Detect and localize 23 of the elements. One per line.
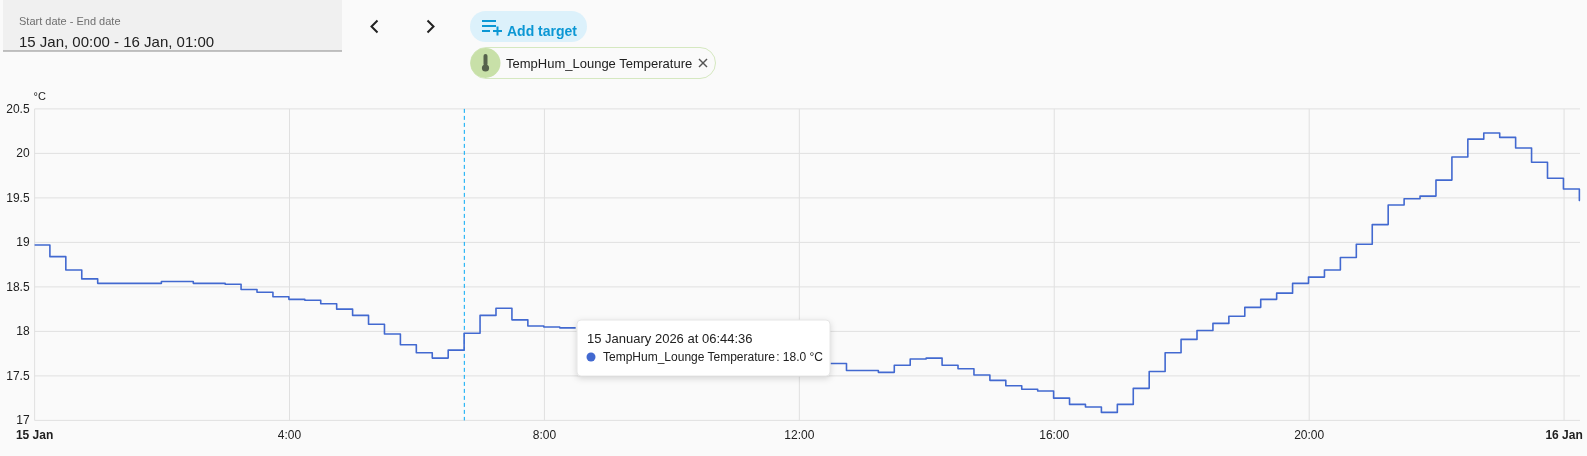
x-tick-label: 12:00	[784, 428, 815, 443]
y-tick-label: 19.5	[6, 190, 30, 205]
y-axis-title: °C	[33, 90, 46, 102]
y-tick-label: 18.5	[6, 279, 30, 294]
text: TempHum_Lounge Temperature	[506, 55, 693, 71]
y-tick-label: 18	[16, 324, 30, 339]
x-tick-label: 4:00	[277, 428, 302, 443]
x-tick-label: 8:00	[532, 428, 557, 443]
annotation: 15 January 2026 at 06:44:36	[587, 330, 753, 346]
text: 15 Jan, 00:00 - 16 Jan, 01:00	[19, 32, 215, 50]
x-tick-label: 16 Jan	[1545, 428, 1583, 443]
x-tick-label: 16:00	[1039, 428, 1070, 443]
y-tick-label: 19	[16, 235, 30, 250]
y-tick-label: 20	[16, 146, 30, 161]
text: Start date - End date	[19, 15, 121, 27]
legend-label: TempHum_Lounge Temperature	[603, 350, 776, 364]
y-tick-label: 17.5	[6, 368, 30, 383]
text: Add target	[507, 23, 578, 39]
annotation: : 18.0 °C	[776, 350, 824, 364]
y-tick-label: 17	[16, 413, 30, 428]
y-tick-label: 20.5	[6, 101, 30, 116]
x-tick-label: 15 Jan	[15, 428, 54, 443]
x-tick-label: 20:00	[1294, 428, 1325, 443]
